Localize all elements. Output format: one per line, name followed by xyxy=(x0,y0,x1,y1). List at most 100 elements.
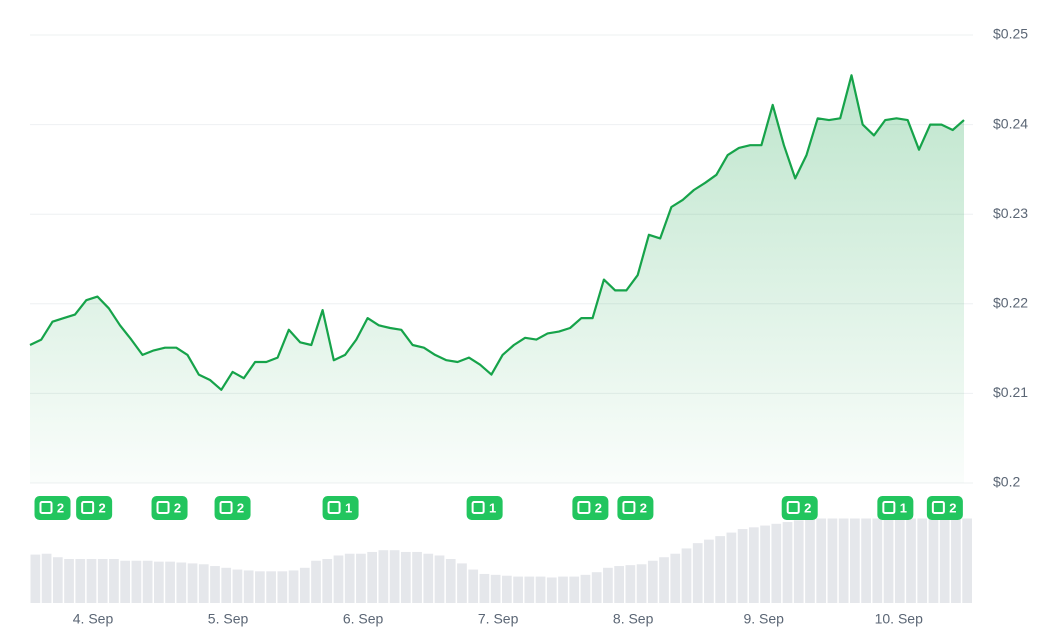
x-tick-label: 4. Sep xyxy=(73,611,114,627)
volume-bar xyxy=(367,551,378,603)
badge-icon xyxy=(39,501,53,514)
volume-bar xyxy=(906,518,916,603)
volume-bar xyxy=(692,543,703,603)
volume-bar xyxy=(861,518,871,603)
news-badge: 2 xyxy=(34,496,71,520)
volume-bar xyxy=(681,548,692,603)
volume-bar xyxy=(771,523,782,603)
badge-count: 2 xyxy=(595,500,602,515)
volume-bar xyxy=(726,532,737,603)
volume-bar xyxy=(75,559,86,603)
badge-count: 2 xyxy=(57,500,64,515)
badge-count: 2 xyxy=(99,500,106,515)
badge-icon xyxy=(882,501,896,514)
volume-bar xyxy=(636,564,647,603)
volume-bar xyxy=(423,553,434,603)
volume-bar xyxy=(187,563,198,603)
volume-bar xyxy=(176,562,187,603)
volume-bar xyxy=(311,560,321,603)
news-badge: 1 xyxy=(877,496,914,520)
volume-bar xyxy=(221,567,232,603)
volume-bar xyxy=(131,560,142,603)
volume-bar xyxy=(546,577,557,603)
badge-icon xyxy=(327,501,341,514)
volume-bar xyxy=(400,551,411,603)
x-tick-label: 8. Sep xyxy=(613,611,654,627)
x-tick-label: 6. Sep xyxy=(343,611,384,627)
x-tick-label: 9. Sep xyxy=(743,611,784,627)
volume-bar xyxy=(412,551,422,603)
volume-bar xyxy=(603,567,613,603)
volume-bar xyxy=(468,569,479,603)
volume-bar xyxy=(715,536,726,603)
volume-bar xyxy=(760,525,770,603)
area xyxy=(30,75,964,484)
volume-bar xyxy=(670,553,681,603)
volume-bar xyxy=(939,518,950,603)
volume-bar xyxy=(277,571,288,603)
y-tick-label: $0.21 xyxy=(993,384,1028,400)
volume-bar xyxy=(198,564,209,603)
badge-icon xyxy=(622,501,636,514)
y-tick-label: $0.22 xyxy=(993,295,1028,311)
news-badge: 2 xyxy=(617,496,654,520)
volume-bar xyxy=(490,574,501,603)
news-badge: 2 xyxy=(781,496,818,520)
volume-bar xyxy=(816,518,827,603)
volume-bar xyxy=(266,571,276,603)
volume-bar xyxy=(356,553,366,603)
volume-bar xyxy=(917,518,928,603)
badge-count: 2 xyxy=(640,500,647,515)
news-badge: 2 xyxy=(214,496,251,520)
volume-bar xyxy=(647,560,658,603)
volume-bar xyxy=(502,575,512,603)
volume-bar xyxy=(838,518,849,603)
volume-bar xyxy=(951,518,961,603)
volume-bar xyxy=(558,576,568,603)
volume-bar xyxy=(333,555,344,603)
volume-bar xyxy=(793,520,804,603)
volume-bar xyxy=(614,566,624,603)
volume-bar xyxy=(805,519,815,603)
news-badge: 2 xyxy=(76,496,113,520)
news-badge: 2 xyxy=(572,496,609,520)
volume-bar xyxy=(625,565,636,603)
news-badge: 1 xyxy=(466,496,503,520)
volume-bar xyxy=(142,560,153,603)
volume-bar xyxy=(850,518,860,603)
volume-bar xyxy=(479,573,490,603)
badge-icon xyxy=(471,501,485,514)
volume-bar xyxy=(535,576,546,603)
volume-bar xyxy=(894,518,905,603)
volume-bar xyxy=(255,571,265,603)
x-tick-label: 10. Sep xyxy=(875,611,923,627)
volume-bar xyxy=(434,555,445,603)
volume-bar xyxy=(378,550,389,603)
volume-bar xyxy=(827,518,838,603)
volume-bar xyxy=(243,570,254,603)
volume-bar xyxy=(52,557,63,603)
volume-bar xyxy=(322,559,333,603)
volume-bar xyxy=(165,561,175,603)
volume-bar xyxy=(513,576,523,603)
volume-bar xyxy=(109,559,119,603)
x-tick-label: 7. Sep xyxy=(478,611,519,627)
volume-bar xyxy=(782,522,793,603)
volume-bar xyxy=(120,560,131,603)
volume-bar xyxy=(30,554,41,603)
volume-bar xyxy=(344,553,355,603)
badge-icon xyxy=(786,501,800,514)
volume-bar xyxy=(591,572,602,603)
volume-bar xyxy=(928,518,939,603)
volume-bar xyxy=(704,539,714,603)
volume-bar xyxy=(299,567,310,603)
volume-bar xyxy=(569,576,580,603)
volume-bar xyxy=(64,559,74,603)
volume-bar xyxy=(872,518,883,603)
badge-icon xyxy=(577,501,591,514)
badge-icon xyxy=(81,501,95,514)
badge-icon xyxy=(931,501,945,514)
volume-bar xyxy=(962,518,972,603)
news-badge: 2 xyxy=(926,496,963,520)
